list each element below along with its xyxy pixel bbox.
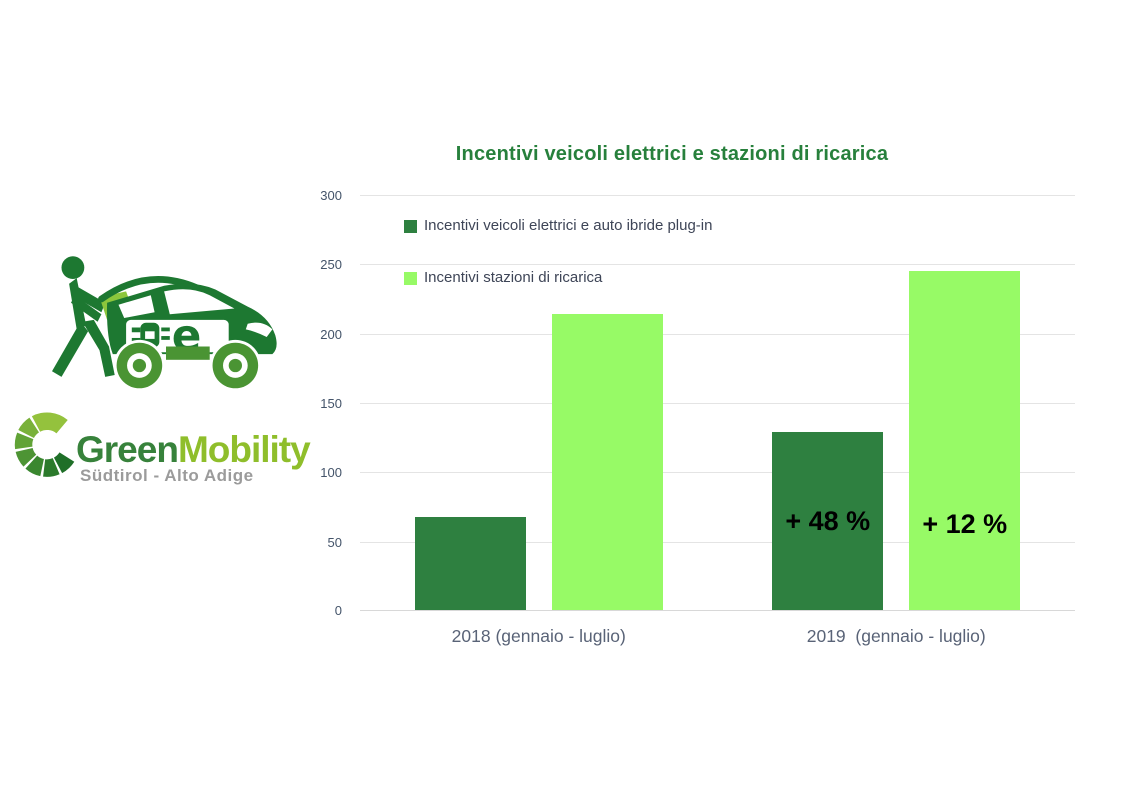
y-axis-tick-label: 300 — [320, 188, 342, 203]
greenmobility-wordmark: GreenMobility — [76, 429, 311, 471]
y-axis-tick-label: 50 — [327, 534, 342, 550]
y-axis-tick-label: 0 — [334, 603, 342, 618]
bar-vehicles-2018 — [414, 516, 526, 610]
legend-label: Incentivi stazioni di ricarica — [424, 269, 603, 286]
gridline — [360, 403, 1075, 404]
bar-annotation: + 48 % — [785, 506, 871, 537]
chart-title: Incentivi veicoli elettrici e stazioni d… — [455, 143, 889, 165]
y-axis-tick-label: 250 — [320, 257, 342, 273]
gridline — [360, 195, 1075, 196]
x-axis-category-label: 2018 (gennaio - luglio) — [451, 626, 626, 646]
legend-item: Incentivi stazioni di ricarica — [404, 269, 602, 286]
gridline — [360, 541, 1075, 543]
legend-swatch — [404, 272, 417, 285]
y-axis-labels: 0 50 100 150 200 250 300 — [290, 188, 350, 618]
gridline — [360, 610, 1075, 611]
bar-stations-2019 — [909, 271, 1021, 610]
bar-stations-2018 — [551, 314, 663, 610]
gridline — [360, 472, 1075, 474]
y-axis-tick-label: 150 — [320, 396, 342, 411]
bar-annotation: + 12 % — [922, 509, 1008, 540]
wordmark-green: Green — [76, 429, 179, 470]
legend-label: Incentivi veicoli elettrici e auto ibrid… — [424, 217, 713, 234]
greenmobility-car-icon: e — [52, 256, 277, 392]
logo-subtitle: Südtirol - Alto Adige — [80, 466, 254, 485]
plot-area: 2018 (gennaio - luglio) 2019 (gennaio - l… — [360, 195, 1075, 646]
gridline — [360, 333, 1075, 335]
legend-item: Incentivi veicoli elettrici e auto ibrid… — [404, 217, 712, 234]
x-axis-category-label: 2019 (gennaio - luglio) — [806, 626, 986, 646]
bar-vehicles-2019 — [772, 432, 884, 610]
legend-swatch — [404, 220, 417, 233]
y-axis-tick-label: 100 — [320, 465, 342, 481]
gridline — [360, 264, 1075, 266]
wordmark-mobility: Mobility — [177, 429, 311, 470]
y-axis-tick-label: 200 — [320, 326, 342, 342]
greenmobility-swirl-icon — [14, 412, 75, 477]
